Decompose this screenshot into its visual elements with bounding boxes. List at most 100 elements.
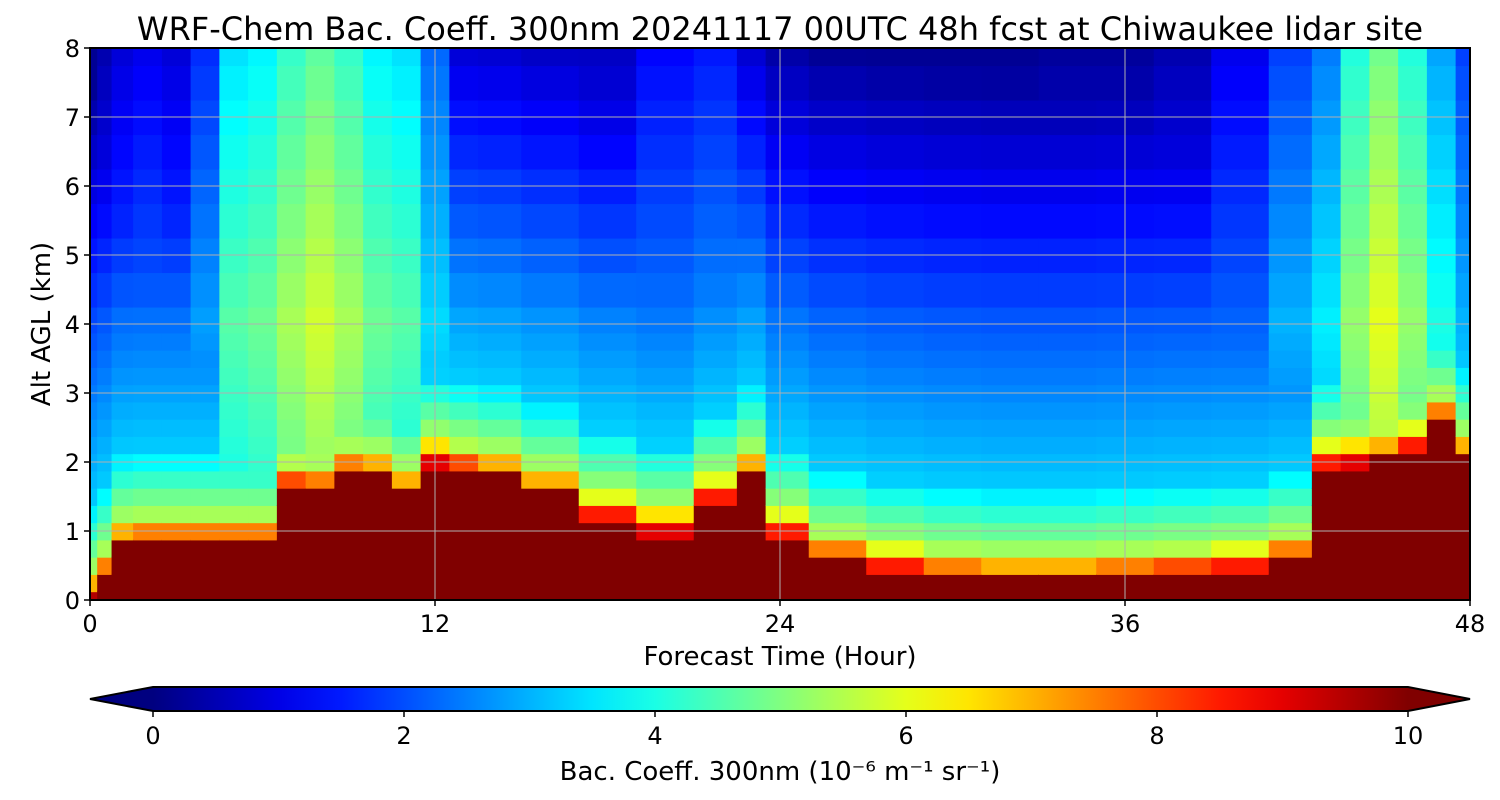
heatmap-cell bbox=[1369, 306, 1399, 334]
heatmap-cell bbox=[478, 332, 523, 351]
heatmap-cell bbox=[478, 401, 523, 420]
heatmap-cell bbox=[363, 539, 393, 558]
heatmap-cell bbox=[97, 436, 113, 455]
heatmap-cell bbox=[1153, 418, 1213, 437]
heatmap-cell bbox=[97, 332, 113, 351]
heatmap-cell bbox=[449, 349, 479, 368]
heatmap-cell bbox=[334, 574, 364, 593]
heatmap-cell bbox=[1153, 306, 1213, 334]
heatmap-cell bbox=[161, 505, 192, 524]
x-axis-ticks: 0 12 24 36 48 bbox=[82, 600, 1485, 638]
heatmap-cell bbox=[1311, 487, 1342, 506]
heatmap-cell bbox=[636, 574, 695, 593]
heatmap-cell bbox=[190, 418, 221, 437]
heatmap-cell bbox=[1038, 505, 1098, 524]
heatmap-cell bbox=[219, 591, 249, 600]
heatmap-cell bbox=[219, 436, 249, 455]
heatmap-cell bbox=[866, 505, 925, 524]
heatmap-cell bbox=[736, 418, 767, 437]
heatmap-cell bbox=[636, 470, 695, 489]
heatmap-cell bbox=[133, 401, 163, 420]
heatmap-cell bbox=[391, 203, 422, 239]
heatmap-cell bbox=[1398, 349, 1428, 368]
heatmap-cell bbox=[981, 48, 1040, 67]
heatmap-cell bbox=[305, 470, 336, 489]
heatmap-cell bbox=[1398, 539, 1428, 558]
heatmap-cell bbox=[1038, 418, 1098, 437]
heatmap-cell bbox=[1398, 65, 1428, 101]
heatmap-cell bbox=[449, 367, 479, 386]
heatmap-cell bbox=[636, 203, 695, 239]
heatmap-cell bbox=[1455, 134, 1470, 170]
heatmap-cell bbox=[276, 487, 307, 506]
y-tick-label: 6 bbox=[65, 173, 80, 201]
heatmap-cell bbox=[1426, 332, 1457, 351]
heatmap-cell bbox=[1211, 367, 1270, 386]
heatmap-cell bbox=[190, 539, 221, 558]
heatmap-cell bbox=[90, 203, 98, 239]
heatmap-cell bbox=[866, 487, 925, 506]
heatmap-cell bbox=[478, 539, 523, 558]
heatmap-cell bbox=[363, 65, 393, 101]
heatmap-cell bbox=[981, 470, 1040, 489]
heatmap-cell bbox=[219, 65, 249, 101]
heatmap-cell bbox=[1426, 436, 1457, 455]
heatmap-cell bbox=[736, 203, 767, 239]
heatmap-cell bbox=[449, 436, 479, 455]
heatmap-cell bbox=[90, 306, 98, 334]
heatmap-cell bbox=[578, 306, 638, 334]
heatmap-cell bbox=[97, 505, 113, 524]
heatmap-cell bbox=[923, 272, 983, 308]
heatmap-cell bbox=[363, 436, 393, 455]
heatmap-cell bbox=[449, 272, 479, 308]
heatmap-cell bbox=[1398, 332, 1428, 351]
heatmap-cell bbox=[363, 134, 393, 170]
heatmap-cell bbox=[90, 556, 98, 575]
heatmap-cell bbox=[1153, 203, 1213, 239]
heatmap-cell bbox=[1211, 574, 1270, 593]
heatmap-cell bbox=[449, 332, 479, 351]
heatmap-cell bbox=[190, 367, 221, 386]
colorbar-tick-label: 2 bbox=[396, 722, 411, 750]
heatmap-cell bbox=[90, 591, 98, 600]
heatmap-cell bbox=[981, 349, 1040, 368]
heatmap-cell bbox=[736, 134, 767, 170]
heatmap-cell bbox=[808, 332, 868, 351]
heatmap-cell bbox=[1311, 134, 1342, 170]
heatmap-cell bbox=[981, 332, 1040, 351]
heatmap-cell bbox=[1211, 436, 1270, 455]
heatmap-cell bbox=[111, 591, 134, 600]
heatmap-cell bbox=[693, 349, 738, 368]
heatmap-cell bbox=[190, 272, 221, 308]
heatmap-cell bbox=[1268, 401, 1313, 420]
heatmap-cell bbox=[808, 487, 868, 506]
heatmap-cell bbox=[449, 401, 479, 420]
heatmap-cell bbox=[276, 539, 307, 558]
heatmap-cell bbox=[449, 203, 479, 239]
heatmap-cell bbox=[90, 48, 98, 67]
heatmap-cell bbox=[578, 332, 638, 351]
heatmap-cell bbox=[693, 591, 738, 600]
heatmap-cell bbox=[161, 470, 192, 489]
colorbar-high-extension bbox=[1408, 687, 1470, 711]
heatmap-cell bbox=[1426, 48, 1457, 67]
heatmap-cell bbox=[765, 418, 810, 437]
heatmap-cell bbox=[219, 306, 249, 334]
heatmap-cell bbox=[276, 367, 307, 386]
heatmap-cell bbox=[1038, 48, 1098, 67]
heatmap-cell bbox=[111, 349, 134, 368]
heatmap-cell bbox=[1268, 332, 1313, 351]
heatmap-cell bbox=[219, 574, 249, 593]
colorbar-tick-label: 6 bbox=[898, 722, 913, 750]
heatmap-cell bbox=[276, 332, 307, 351]
heatmap-cell bbox=[133, 134, 163, 170]
heatmap-cell bbox=[1398, 306, 1428, 334]
heatmap-cell bbox=[521, 505, 580, 524]
heatmap-cell bbox=[521, 539, 580, 558]
heatmap-cell bbox=[111, 65, 134, 101]
heatmap-cell bbox=[1311, 574, 1342, 593]
heatmap-cell bbox=[133, 505, 163, 524]
heatmap-cell bbox=[305, 418, 336, 437]
heatmap-cell bbox=[161, 272, 192, 308]
heatmap-cell bbox=[276, 65, 307, 101]
